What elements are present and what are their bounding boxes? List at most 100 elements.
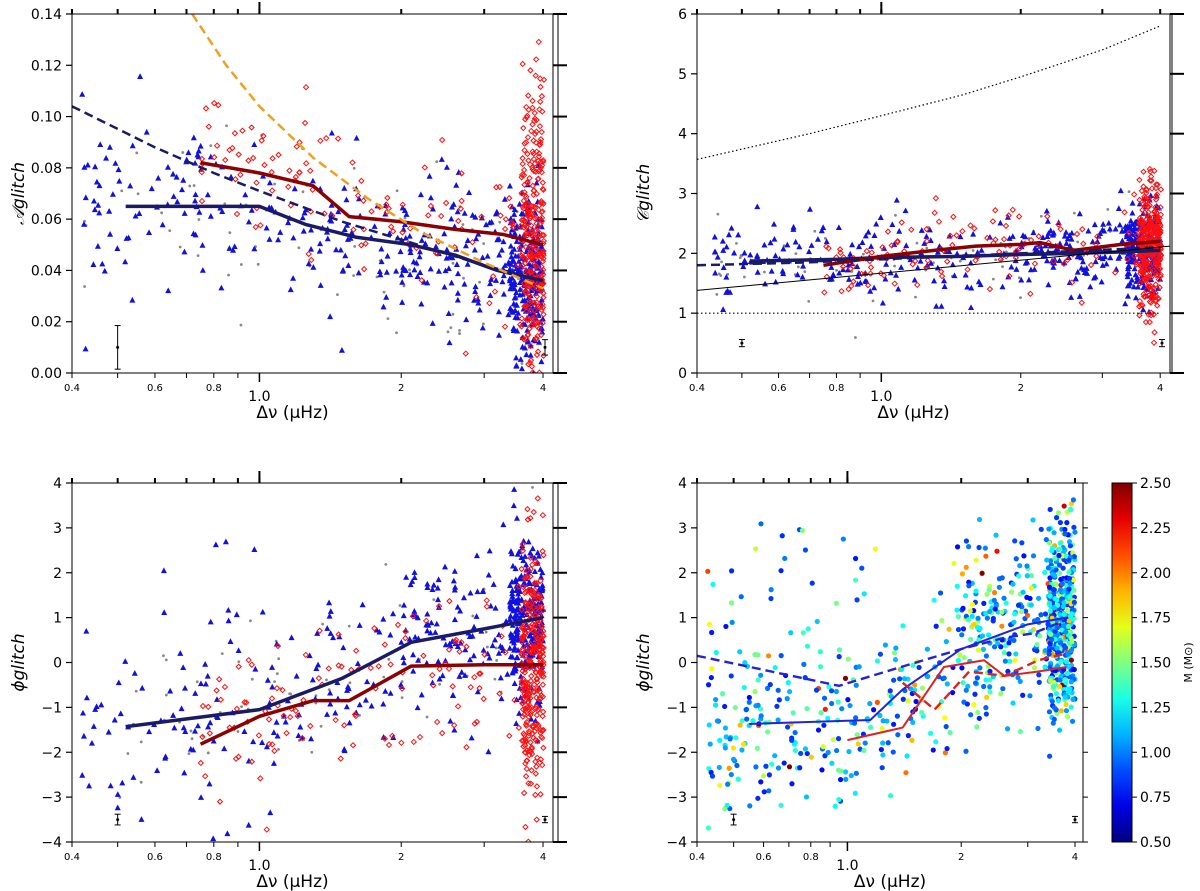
blue-triangle [486, 654, 493, 661]
grey-point [273, 680, 276, 684]
red-diamond [531, 215, 539, 222]
blue-triangle [79, 709, 86, 716]
red-diamond [534, 224, 542, 231]
red-diamond [539, 443, 544, 448]
mass-point [1061, 623, 1067, 629]
red-diamond [292, 707, 300, 715]
blue-triangle [327, 313, 334, 320]
blue-triangle [931, 277, 938, 284]
mass-point [1019, 540, 1025, 546]
blue-triangle [1134, 283, 1141, 290]
grey-point [915, 241, 919, 245]
red-diamond [519, 706, 527, 713]
red-diamond [1152, 184, 1160, 192]
mass-point [809, 580, 815, 586]
y-tick-label: 4 [53, 476, 62, 492]
trend-line [823, 239, 1161, 268]
blue-triangle [792, 238, 799, 245]
mass-point [769, 761, 775, 767]
grey-point [914, 295, 917, 299]
blue-triangle [251, 546, 258, 552]
red-diamond [1140, 168, 1147, 175]
mass-point [954, 544, 961, 550]
red-diamond [527, 266, 534, 274]
blue-triangle [195, 147, 202, 154]
red-diamond [248, 661, 256, 668]
error-point [116, 345, 120, 349]
red-diamond [931, 209, 938, 217]
red-diamond [967, 222, 974, 229]
blue-triangle [453, 261, 460, 267]
mass-point [1046, 709, 1053, 715]
red-diamond [953, 232, 960, 239]
red-diamond [540, 76, 548, 83]
y-tick-label: 4 [678, 127, 687, 143]
blue-triangle [1039, 234, 1046, 240]
red-diamond [530, 723, 537, 730]
blue-triangle [245, 821, 252, 828]
grey-point [400, 696, 404, 700]
blue-triangle [210, 835, 217, 842]
blue-triangle [499, 278, 506, 285]
red-diamond [527, 711, 534, 718]
red-diamond [533, 644, 541, 651]
blue-triangle [507, 630, 514, 637]
mass-point [1035, 725, 1041, 732]
red-diamond [532, 668, 540, 676]
grey-point [495, 659, 499, 662]
mass-point [1065, 651, 1071, 657]
blue-triangle [862, 232, 869, 239]
red-diamond [1130, 191, 1138, 198]
blue-triangle [225, 606, 232, 613]
blue-triangle [327, 210, 334, 217]
blue-triangle [891, 241, 898, 247]
blue-triangle [192, 191, 199, 198]
red-diamond [847, 265, 854, 272]
red-diamond [501, 323, 509, 330]
blue-triangle [509, 669, 516, 676]
red-diamond [463, 643, 470, 650]
mass-point [919, 709, 925, 716]
mass-point [802, 547, 809, 553]
red-diamond [437, 212, 445, 220]
trend-line [697, 245, 1170, 291]
blue-triangle [160, 567, 167, 574]
mass-point [836, 647, 843, 653]
mass-point [1004, 726, 1011, 732]
red-diamond [338, 663, 345, 670]
blue-triangle [1025, 276, 1032, 283]
blue-triangle [493, 277, 500, 283]
blue-triangle [399, 299, 406, 305]
mass-point [960, 626, 967, 632]
blue-triangle [865, 228, 872, 235]
red-diamond [303, 160, 310, 167]
grey-point [195, 680, 199, 684]
blue-triangle [1128, 276, 1135, 283]
blue-triangle [79, 772, 86, 778]
red-diamond [519, 60, 526, 68]
trend-line [199, 662, 544, 746]
red-diamond [1140, 220, 1147, 227]
x-tick-label: 2 [958, 852, 964, 863]
mass-point [1001, 650, 1007, 656]
blue-triangle [500, 272, 507, 279]
blue-triangle [456, 673, 463, 679]
blue-triangle [412, 633, 419, 640]
blue-triangle [422, 240, 429, 247]
blue-triangle [159, 221, 166, 228]
blue-triangle [114, 804, 121, 811]
mass-point [862, 740, 868, 746]
grey-point [189, 729, 193, 733]
red-diamond [538, 734, 546, 742]
mass-point [999, 609, 1005, 615]
blue-triangle [495, 649, 502, 656]
blue-triangle [516, 200, 523, 207]
blue-triangle [539, 315, 546, 322]
blue-triangle [474, 296, 481, 302]
red-diamond [476, 684, 483, 692]
y-tick-label: −3 [41, 790, 62, 806]
blue-triangle [435, 658, 442, 664]
mass-point [979, 570, 985, 576]
x-tick-label: 0.8 [828, 383, 844, 394]
trend-line [847, 659, 1067, 742]
